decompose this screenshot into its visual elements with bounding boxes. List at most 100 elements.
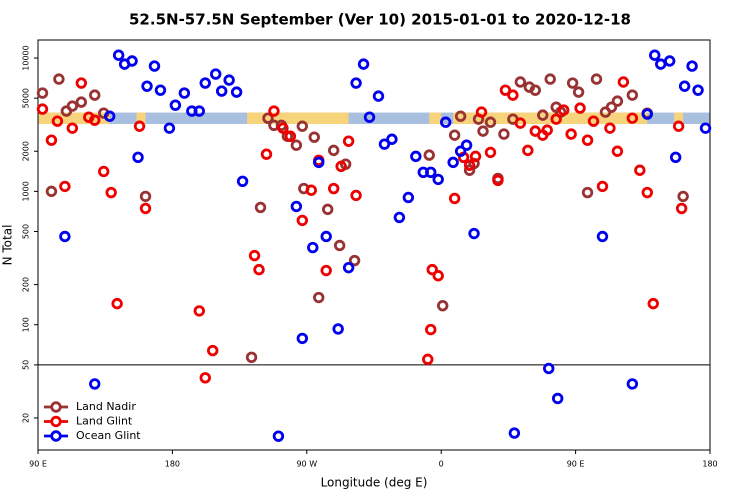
point <box>626 89 639 101</box>
point <box>215 85 228 97</box>
land-strip <box>38 112 110 125</box>
point <box>649 49 661 61</box>
x-tick-label: 180 <box>702 460 717 469</box>
point <box>663 55 676 67</box>
point <box>439 116 452 128</box>
point <box>193 305 205 317</box>
point <box>423 149 435 161</box>
point <box>425 323 437 336</box>
point <box>66 122 79 134</box>
point <box>348 254 361 267</box>
point <box>89 378 101 390</box>
point <box>477 125 489 137</box>
point <box>111 297 123 310</box>
series <box>36 76 688 384</box>
point <box>492 174 504 187</box>
point <box>45 185 58 198</box>
point <box>169 99 182 111</box>
legend-marker <box>50 401 62 413</box>
point <box>154 84 167 96</box>
point <box>320 264 332 277</box>
point <box>103 110 116 122</box>
point <box>133 120 146 132</box>
point <box>634 164 646 176</box>
point <box>178 87 191 99</box>
point <box>454 145 467 157</box>
point <box>469 150 482 163</box>
x-axis-label: Longitude (deg E) <box>321 476 428 490</box>
point <box>611 145 624 157</box>
point <box>463 159 476 171</box>
point <box>499 84 512 96</box>
point <box>617 76 630 88</box>
point <box>350 77 362 89</box>
point <box>432 270 444 282</box>
point <box>296 120 309 132</box>
point <box>686 60 698 72</box>
point <box>277 122 289 134</box>
point <box>447 156 459 169</box>
legend-label: Land Nadir <box>76 400 136 413</box>
y-tick-label: 500 <box>22 224 31 239</box>
point <box>566 77 579 89</box>
point <box>89 89 101 101</box>
point <box>139 202 152 215</box>
land-strip <box>453 112 648 125</box>
point <box>332 323 344 335</box>
y-axis-label: N Total <box>1 225 15 266</box>
point <box>475 106 488 118</box>
legend-label: Land Glint <box>76 415 133 428</box>
point <box>357 58 370 70</box>
point <box>59 230 71 243</box>
point <box>322 203 334 216</box>
point <box>305 184 317 196</box>
point <box>537 109 549 121</box>
point <box>335 160 347 173</box>
point <box>193 105 205 117</box>
point <box>581 186 594 199</box>
point <box>468 227 480 240</box>
point <box>544 73 556 85</box>
point <box>541 124 553 136</box>
point <box>223 74 235 86</box>
point <box>672 120 685 132</box>
point <box>290 200 303 213</box>
point <box>139 190 152 203</box>
point <box>98 165 110 178</box>
point <box>378 138 391 150</box>
y-tick-label: 10000 <box>22 45 31 70</box>
point <box>327 144 340 157</box>
point <box>89 114 101 126</box>
chart-title: 52.5N-57.5N September (Ver 10) 2015-01-0… <box>129 11 631 29</box>
point <box>296 214 309 227</box>
point <box>386 133 398 145</box>
y-tick-label: 200 <box>22 277 31 292</box>
point <box>699 122 712 134</box>
point <box>372 90 385 102</box>
point <box>45 134 58 146</box>
point <box>126 55 138 67</box>
point <box>363 111 376 123</box>
point <box>342 135 355 147</box>
point <box>641 186 653 199</box>
legend-label: Ocean Glint <box>76 429 141 442</box>
y-tick-label: 5000 <box>22 88 31 108</box>
point <box>284 130 297 142</box>
point <box>422 353 434 366</box>
point <box>342 261 355 274</box>
point <box>393 211 406 224</box>
point <box>596 230 609 243</box>
point <box>402 191 415 204</box>
point <box>605 101 618 113</box>
point <box>230 86 243 98</box>
y-tick-label: 2000 <box>22 141 31 161</box>
point <box>236 175 249 188</box>
point <box>51 115 64 127</box>
point <box>675 202 688 215</box>
point <box>522 144 534 157</box>
point <box>105 186 117 199</box>
point <box>587 115 600 127</box>
point <box>308 131 320 143</box>
point <box>199 77 211 89</box>
